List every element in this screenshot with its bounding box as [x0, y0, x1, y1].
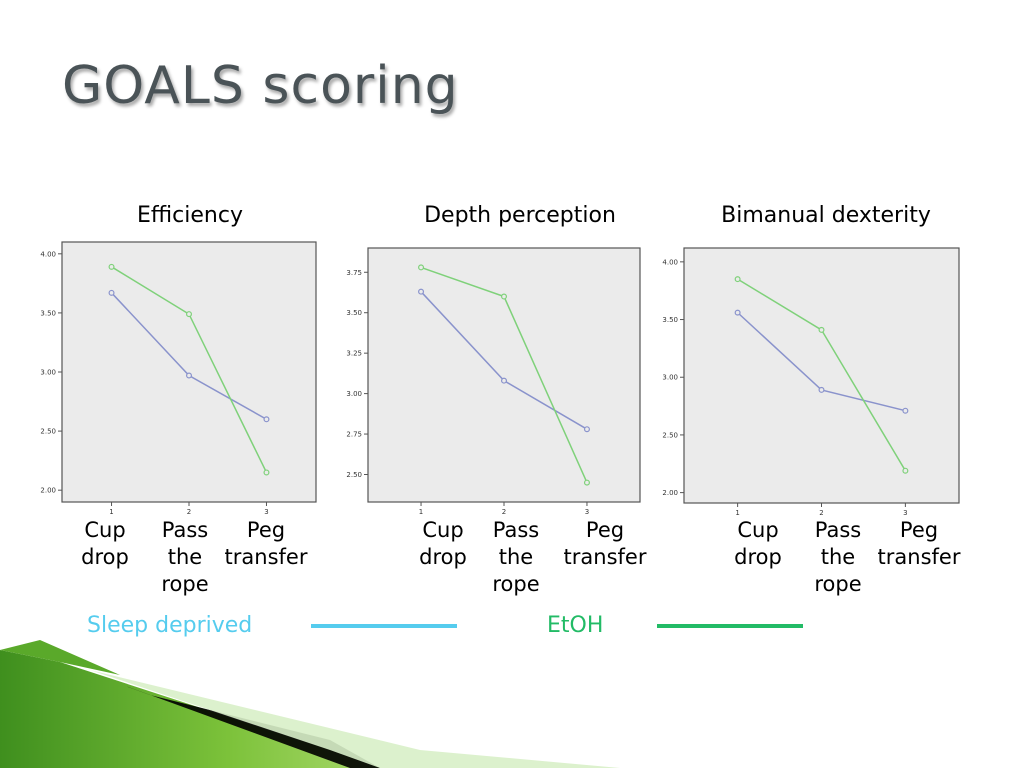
data-point [186, 311, 193, 318]
category-labels-bimanual-dexterity: Cup drop Pass the rope Peg transfer [0, 517, 1000, 601]
chart-depth-perception: 2.50 2.75 3.00 3.25 3.50 3.75 1 2 3 [346, 247, 641, 516]
y-tick-label: 3.25 [346, 350, 362, 358]
category-label: Cup drop [734, 518, 782, 569]
y-tick-label: 3.50 [662, 316, 678, 324]
decorative-swoosh [0, 640, 620, 768]
y-tick-label: 2.00 [40, 487, 56, 495]
y-tick-label: 3.50 [346, 309, 362, 317]
data-point [418, 264, 425, 271]
category-label: Pass the rope [492, 518, 540, 596]
y-tick-label: 3.50 [40, 309, 56, 317]
y-tick-label: 3.00 [40, 369, 56, 377]
y-tick-label: 3.00 [662, 374, 678, 382]
data-point [186, 372, 193, 379]
category-label: Cup drop [81, 518, 129, 569]
data-point [818, 326, 825, 333]
data-point [583, 479, 590, 486]
data-point [418, 288, 425, 295]
data-point [501, 377, 508, 384]
category-label: Cup drop [419, 518, 467, 569]
x-tick-label: 1 [419, 508, 423, 516]
data-point [263, 469, 270, 476]
x-tick-label: 2 [187, 508, 191, 516]
y-tick-label: 2.00 [662, 489, 678, 497]
x-tick-label: 2 [819, 509, 823, 517]
y-tick-label: 3.75 [346, 269, 362, 277]
plot-area [367, 247, 641, 503]
data-point [734, 309, 741, 316]
y-tick-label: 4.00 [662, 258, 678, 266]
chart-bimanual-dexterity: 2.00 2.50 3.00 3.50 4.00 1 2 3 [662, 247, 960, 517]
legend-line-sleep-deprived [311, 624, 457, 628]
x-tick-label: 1 [735, 509, 739, 517]
data-point [818, 386, 825, 393]
data-point [108, 263, 115, 270]
data-point [902, 407, 909, 414]
y-tick-label: 2.75 [346, 431, 362, 439]
x-tick-label: 3 [264, 508, 268, 516]
plot-area [61, 241, 317, 503]
legend-label-etoh: EtOH [547, 613, 604, 638]
y-tick-label: 2.50 [346, 471, 362, 479]
category-label: Peg transfer [563, 518, 647, 569]
y-tick-label: 2.50 [40, 428, 56, 436]
slide-title: GOALS scoring [62, 56, 459, 116]
category-label: Pass the rope [161, 518, 209, 596]
category-label: Peg transfer [877, 518, 961, 569]
y-tick-label: 4.00 [40, 250, 56, 258]
x-tick-label: 2 [502, 508, 506, 516]
data-point [583, 426, 590, 433]
data-point [734, 276, 741, 283]
x-tick-label: 1 [109, 508, 113, 516]
legend-line-etoh [657, 624, 803, 628]
x-tick-label: 3 [585, 508, 589, 516]
chart-title-efficiency: Efficiency [137, 203, 243, 228]
y-tick-label: 3.00 [346, 390, 362, 398]
data-point [108, 289, 115, 296]
category-label: Peg transfer [224, 518, 308, 569]
plot-area [683, 247, 960, 504]
category-label: Pass the rope [814, 518, 862, 596]
x-tick-label: 3 [903, 509, 907, 517]
y-tick-label: 2.50 [662, 431, 678, 439]
data-point [263, 416, 270, 423]
category-labels-depth-perception: Cup drop Pass the rope Peg transfer [0, 517, 660, 601]
chart-efficiency: 2.00 2.50 3.00 3.50 4.00 1 2 3 [40, 241, 317, 516]
category-labels-efficiency: Cup drop Pass the rope Peg transfer [0, 517, 330, 601]
chart-title-bimanual-dexterity: Bimanual dexterity [721, 203, 931, 228]
data-point [501, 293, 508, 300]
legend-label-sleep-deprived: Sleep deprived [87, 613, 253, 638]
data-point [902, 467, 909, 474]
chart-title-depth-perception: Depth perception [424, 203, 616, 228]
